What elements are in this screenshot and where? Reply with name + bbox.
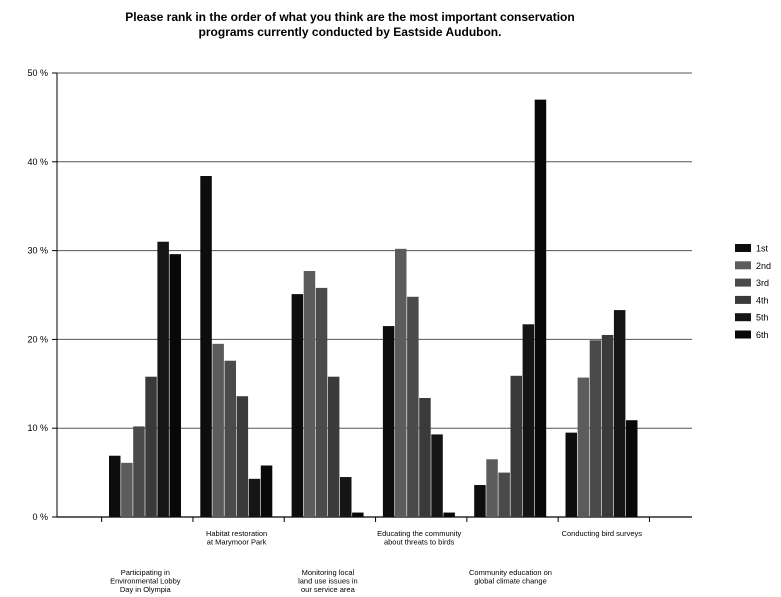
legend-label: 5th xyxy=(756,313,769,323)
bar xyxy=(382,326,395,517)
bar xyxy=(224,360,236,517)
category-label: our service area xyxy=(301,585,356,594)
bar xyxy=(577,377,590,517)
legend-swatch xyxy=(735,295,751,304)
bar xyxy=(486,459,498,517)
bar xyxy=(248,478,261,517)
category-label: Participating in xyxy=(121,568,170,577)
bar xyxy=(236,396,249,517)
category-label: Conducting bird surveys xyxy=(562,529,643,538)
bar xyxy=(522,324,535,517)
bar xyxy=(340,477,352,517)
bar xyxy=(395,248,407,517)
category-label: Environmental Lobby xyxy=(110,577,181,586)
legend-label: 4th xyxy=(756,295,769,305)
legend-swatch xyxy=(735,278,751,287)
bar xyxy=(212,343,224,517)
legend-swatch xyxy=(735,330,751,339)
y-tick-label: 10 % xyxy=(27,423,48,433)
chart-title-line-1: Please rank in the order of what you thi… xyxy=(125,10,575,24)
chart-title: Please rank in the order of what you thi… xyxy=(0,10,700,40)
bar xyxy=(169,254,181,518)
category-label: Community education on xyxy=(469,568,552,577)
bar xyxy=(291,294,304,517)
bar xyxy=(601,334,614,517)
category-label: global climate change xyxy=(474,577,547,586)
category-label: at Marymoor Park xyxy=(207,538,267,547)
bar xyxy=(510,375,522,517)
bar xyxy=(315,287,328,517)
bar xyxy=(145,376,157,517)
bar xyxy=(565,432,577,517)
bar xyxy=(534,99,547,517)
legend-label: 1st xyxy=(756,244,769,254)
bar xyxy=(589,340,602,517)
bar xyxy=(200,176,212,517)
bar xyxy=(352,512,364,517)
y-tick-label: 20 % xyxy=(27,334,48,344)
category-label: Monitoring local xyxy=(302,568,355,577)
bar xyxy=(133,426,145,517)
bar xyxy=(498,472,510,517)
legend-swatch xyxy=(735,261,751,270)
y-tick-label: 30 % xyxy=(27,246,48,256)
y-tick-label: 50 % xyxy=(27,68,48,78)
bar xyxy=(626,420,638,517)
y-tick-label: 0 % xyxy=(32,512,48,522)
bar xyxy=(157,241,169,517)
bar xyxy=(443,512,455,517)
category-label: about threats to birds xyxy=(384,538,455,547)
bar xyxy=(613,310,626,517)
bar xyxy=(121,462,133,517)
bar xyxy=(474,485,486,517)
bar xyxy=(407,296,419,517)
legend-swatch xyxy=(735,244,751,252)
bar xyxy=(419,398,431,517)
chart-title-line-2: programs currently conducted by Eastside… xyxy=(198,25,502,39)
bar xyxy=(109,455,121,517)
category-label: land use issues in xyxy=(298,577,358,586)
bars xyxy=(109,99,638,518)
legend-label: 6th xyxy=(756,330,769,340)
bar xyxy=(327,376,340,517)
legend: 1st 2nd 3rd 4th 5th 6th xyxy=(735,244,771,340)
y-tick-label: 40 % xyxy=(27,157,48,167)
bar xyxy=(260,465,273,517)
legend-label: 2nd xyxy=(756,261,771,271)
category-label: Habitat restoration xyxy=(206,529,267,538)
bar xyxy=(431,434,443,517)
category-label: Day in Olympia xyxy=(120,585,172,594)
category-label: Educating the community xyxy=(377,529,461,538)
legend-label: 3rd xyxy=(756,278,769,288)
legend-swatch xyxy=(735,313,751,322)
bar xyxy=(303,271,316,517)
